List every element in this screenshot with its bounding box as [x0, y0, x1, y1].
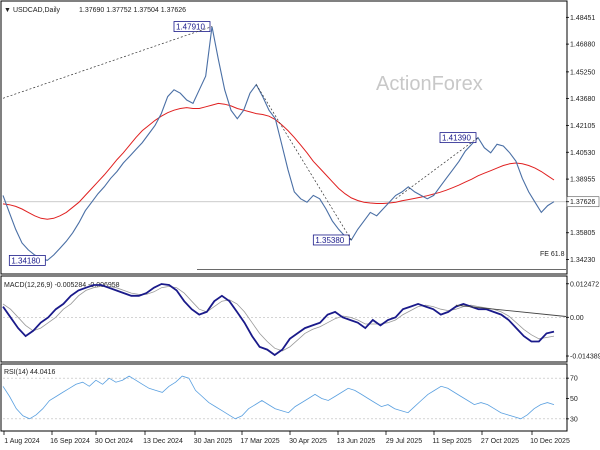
price-ytick-0: 1.48451	[570, 15, 595, 22]
annotation-box	[312, 234, 350, 246]
xtick-label-9: 11 Sep 2025	[432, 438, 471, 445]
annotation-text: 1.41390	[442, 134, 471, 143]
macd-panel-frame	[0, 275, 568, 363]
price-ytick-8: 1.35805	[570, 230, 595, 237]
annotation-2: 1.35380	[312, 234, 350, 246]
moving-average-line	[2, 102, 555, 220]
xtick-label-0: 1 Aug 2024	[4, 438, 40, 445]
price-ytick-4: 1.42105	[570, 123, 595, 130]
annotation-box	[439, 132, 477, 144]
xtick-label-7: 13 Jun 2025	[337, 438, 376, 445]
rsi-header: RSI(14) 44.0416	[4, 369, 55, 376]
xtick-label-10: 27 Oct 2025	[481, 438, 519, 445]
annotation-text: 1.35380	[315, 236, 344, 245]
xtick-label-1: 16 Sep 2024	[50, 438, 90, 445]
rsi-ytick-1: 50	[570, 396, 578, 403]
price-panel-frame	[0, 0, 568, 275]
macd-line	[2, 283, 555, 357]
annotation-1: 1.34180	[8, 255, 46, 266]
dotted-trendline-a	[2, 26, 213, 99]
price-ytick-2: 1.45250	[570, 69, 595, 76]
annotation-text: 1.47910	[176, 23, 205, 32]
annotation-box	[173, 21, 211, 32]
price-ytick-5: 1.40530	[570, 150, 595, 157]
dropdown-triangle-icon[interactable]: ▼	[4, 7, 11, 14]
rsi-line	[2, 375, 555, 420]
macd-ytick-2: -0.014389	[570, 354, 600, 361]
axis-layer: 1.48451 1.46880 1.45250 1.43680 1.42105 1.405…	[3, 15, 600, 445]
macd-signal-line	[2, 285, 555, 352]
fe-label: FE 61.8	[540, 251, 565, 258]
dotted-trendline-c	[395, 137, 479, 200]
macd-layer	[2, 283, 567, 357]
xtick-label-11: 10 Dec 2025	[530, 438, 570, 445]
xtick-label-3: 13 Dec 2024	[143, 438, 183, 445]
rsi-layer	[2, 375, 566, 420]
rsi-panel-frame	[0, 363, 568, 432]
price-ytick-1: 1.46880	[570, 42, 595, 49]
annotation-box	[8, 255, 46, 266]
macd-header: MACD(12,26,9) -0.005284 -0.006958	[4, 282, 120, 289]
price-ytick-9: 1.34230	[570, 257, 595, 264]
price-ytick-3: 1.43680	[570, 96, 595, 103]
price-ytick-7: 1.37626	[570, 199, 595, 206]
macd-ytick-1: 0.00	[570, 315, 584, 322]
annotation-0: 1.47910	[173, 21, 211, 32]
price-layer: 1.47910 1.34180 1.35380 1.41390	[2, 21, 566, 270]
annotation-3: 1.41390	[439, 132, 477, 144]
rsi-ytick-0: 70	[570, 376, 578, 383]
watermark: ActionForex	[376, 73, 483, 95]
dotted-trendline-b	[256, 84, 352, 241]
rsi-ytick-2: 30	[570, 416, 578, 423]
macd-divergence-line	[455, 304, 567, 317]
xtick-label-8: 29 Jul 2025	[386, 438, 422, 445]
xtick-label-5: 17 Mar 2025	[240, 438, 279, 445]
price-ytick-6: 1.38955	[570, 177, 595, 184]
ohlc-label: 1.37690 1.37752 1.37504 1.37626	[79, 7, 186, 14]
xtick-label-4: 30 Jan 2025	[194, 438, 233, 445]
annotation-text: 1.34180	[11, 256, 40, 265]
symbol-label: USDCAD,Daily	[13, 7, 61, 14]
xtick-label-2: 30 Oct 2024	[95, 438, 133, 445]
macd-ytick-0: 0.012472	[570, 281, 599, 288]
price-close-line	[2, 26, 555, 262]
xtick-label-6: 30 Apr 2025	[289, 438, 327, 445]
